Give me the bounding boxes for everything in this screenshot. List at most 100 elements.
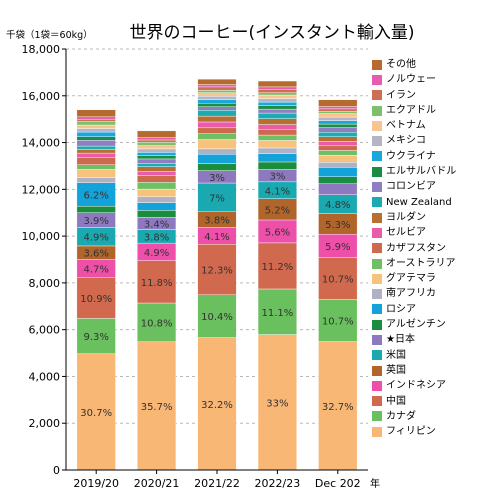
bar-segment	[318, 299, 358, 342]
data-label: 4.9%	[144, 248, 169, 259]
bar-segment	[197, 92, 237, 97]
bar-segment	[76, 164, 116, 170]
bar-segment	[76, 145, 116, 150]
bar-segment	[137, 175, 177, 183]
axes: 0 2,000 4,000 6,000 8,000 10,000 12,000 14,000 1…	[22, 43, 368, 490]
bar-segment	[197, 103, 237, 107]
legend-label: ウクライナ	[386, 150, 436, 162]
bar-segment	[257, 147, 297, 154]
legend-item: イラン	[372, 88, 478, 103]
legend-item: ノルウェー	[372, 72, 478, 87]
data-label: 35.7%	[141, 402, 173, 413]
bar-segment	[318, 108, 358, 112]
data-label: 4.7%	[83, 264, 108, 275]
legend-swatch	[372, 74, 382, 85]
data-label: 10.9%	[80, 294, 112, 305]
bar-segment	[197, 154, 237, 164]
bar-segment	[318, 183, 358, 195]
bar-segment	[76, 121, 116, 126]
bar-segment	[76, 152, 116, 158]
data-label: 3.8%	[204, 216, 229, 227]
bar-segment	[197, 96, 237, 100]
legend-item: ヨルダン	[372, 210, 478, 225]
data-label: 11.2%	[262, 262, 294, 273]
legend-label: その他	[386, 59, 416, 70]
y-tick-label: 0	[53, 464, 60, 477]
legend-label: グアテマラ	[386, 273, 436, 285]
legend-swatch	[372, 350, 382, 361]
y-tick-label: 10,000	[22, 230, 61, 243]
bar-segment	[76, 116, 116, 120]
bar-segment	[76, 128, 116, 133]
bar-segment	[257, 134, 297, 141]
bar-segment	[318, 116, 358, 121]
legend-item: 中国	[372, 394, 478, 409]
bar-segment	[257, 94, 297, 99]
legend-swatch	[372, 105, 382, 116]
legend-swatch	[372, 426, 382, 437]
legend-item: アルゼンチン	[372, 317, 478, 332]
y-tick-label: 4,000	[29, 370, 61, 383]
y-tick-label: 6,000	[29, 324, 61, 337]
legend-label: アルゼンチン	[386, 319, 446, 331]
bar-segment	[137, 302, 177, 343]
bar-segment	[318, 99, 358, 107]
bar-segment	[318, 106, 358, 110]
bar-segment	[318, 341, 358, 471]
legend-label: インドネシア	[386, 380, 446, 392]
legend-item: セルビア	[372, 225, 478, 240]
bar-segment	[197, 163, 237, 171]
bar-segment	[197, 139, 237, 150]
legend-item: その他	[372, 57, 478, 72]
legend-label: イラン	[386, 89, 416, 101]
data-label: 10.4%	[201, 312, 233, 323]
data-label: 7%	[209, 193, 225, 204]
legend-item: フィリピン	[372, 424, 478, 439]
legend-swatch	[372, 273, 382, 284]
data-label: 33%	[266, 398, 288, 409]
y-tick-label: 8,000	[29, 277, 61, 290]
bar-segment	[76, 149, 116, 154]
bar-segment	[257, 92, 297, 96]
bar-segment	[76, 124, 116, 129]
legend-item: 南アフリカ	[372, 286, 478, 301]
bar-segment	[76, 177, 116, 183]
legend-label: ベトナム	[386, 120, 426, 132]
bar-segment	[197, 110, 237, 117]
data-label: 3.4%	[144, 219, 169, 230]
data-label: 3.9%	[83, 216, 108, 227]
bar-segment	[197, 99, 237, 104]
x-tick-label: Dec 202	[315, 477, 361, 490]
bar-segment	[197, 337, 237, 471]
legend-swatch	[372, 151, 382, 162]
bar-segment	[318, 257, 358, 300]
bar-segment	[137, 210, 177, 218]
legend-label: メキシコ	[386, 135, 426, 147]
bar-segment	[257, 161, 297, 170]
data-label: 3.8%	[144, 232, 169, 243]
legend-label: 南アフリカ	[386, 288, 436, 300]
legend-item: ベトナム	[372, 118, 478, 133]
bar-segment	[137, 155, 177, 160]
bar-segment	[318, 120, 358, 125]
data-label: 10.7%	[322, 317, 354, 328]
bar-segment	[76, 169, 116, 178]
legend-item: エルサルバドル	[372, 164, 478, 179]
bar-segment	[257, 124, 297, 130]
legend-item: エクアドル	[372, 103, 478, 118]
bar-segment	[318, 141, 358, 147]
legend-item: カナダ	[372, 409, 478, 424]
bar-segment	[137, 142, 177, 146]
data-label: 6.2%	[83, 190, 108, 201]
bar-segment	[197, 133, 237, 140]
bar-segment	[257, 101, 297, 106]
data-label: 4.8%	[325, 200, 350, 211]
x-tick-label: 2022/23	[255, 477, 301, 490]
y-tick-label: 18,000	[22, 43, 61, 56]
legend-label: 中国	[386, 395, 406, 407]
bar-segment	[76, 157, 116, 165]
data-label: 4.9%	[83, 233, 108, 244]
bar-segment	[197, 78, 237, 85]
legend-label: ヨルダン	[386, 211, 426, 223]
bar-segment	[257, 140, 297, 149]
